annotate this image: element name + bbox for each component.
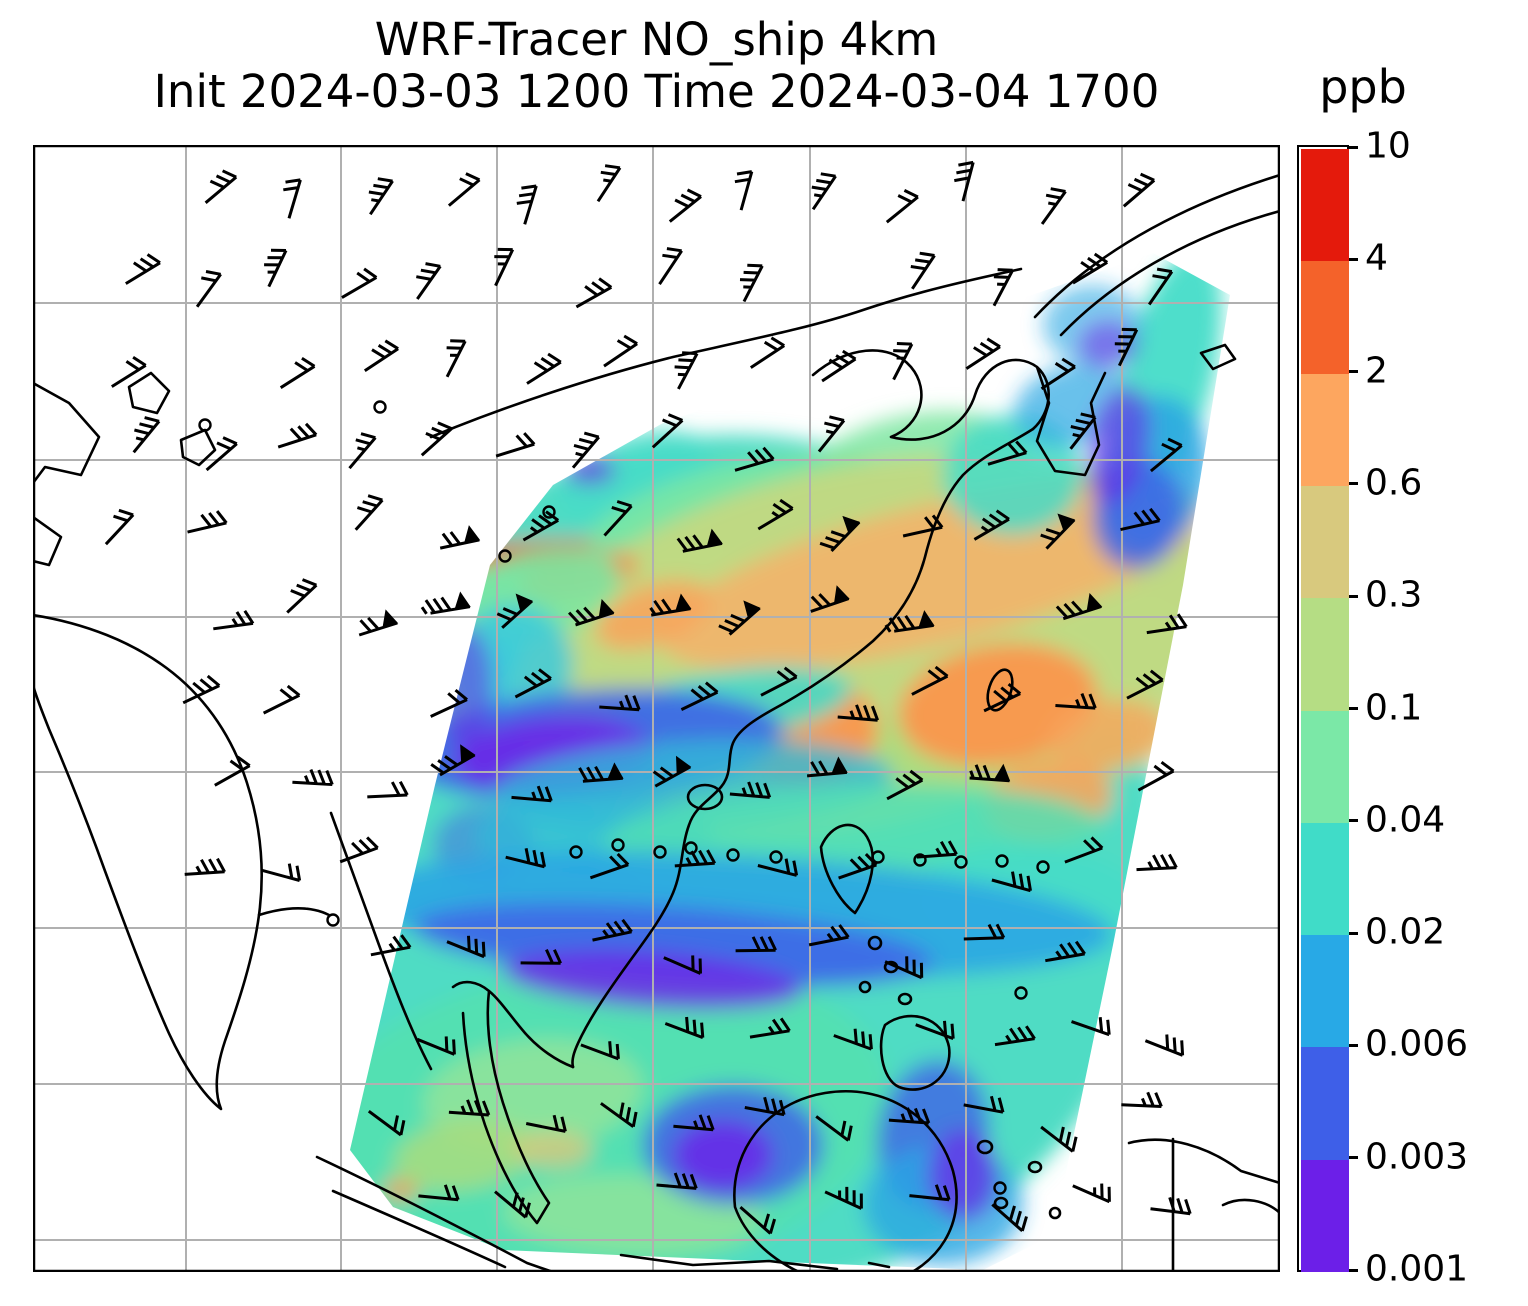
calm-wind-circle bbox=[913, 853, 927, 867]
colorbar-tick-label: 0.001 bbox=[1365, 1248, 1469, 1290]
calm-wind-circle bbox=[326, 913, 340, 927]
tracer-field bbox=[350, 253, 1222, 1270]
colorbar-segment bbox=[1301, 261, 1349, 375]
wind-barbs bbox=[104, 160, 1192, 1235]
colorbar-segment bbox=[1301, 935, 1349, 1048]
figure-title: WRF-Tracer NO_ship 4km Init 2024-03-03 1… bbox=[33, 14, 1280, 118]
colorbar-tick-label: 0.1 bbox=[1365, 687, 1423, 729]
colorbar-tick-mark bbox=[1349, 819, 1358, 823]
colorbar-segment bbox=[1301, 485, 1349, 599]
colorbar-tick-label: 0.3 bbox=[1365, 574, 1423, 616]
colorbar-tick-mark bbox=[1349, 145, 1358, 149]
calm-wind-circle bbox=[769, 850, 783, 864]
colorbar-tick-label: 2 bbox=[1365, 350, 1388, 392]
colorbar-segment bbox=[1301, 149, 1349, 262]
colorbar-tick-mark bbox=[1349, 1156, 1358, 1160]
colorbar-unit-label: ppb bbox=[1319, 60, 1407, 114]
colorbar: 10 4 2 0.6 0.3 0.1 0.04 0.02 0.006 0.003 0.001 bbox=[1297, 126, 1468, 1290]
colorbar-gradient bbox=[1297, 145, 1349, 1273]
calm-wind-circle bbox=[373, 400, 387, 414]
colorbar-segment bbox=[1301, 598, 1349, 711]
colorbar-tick-mark bbox=[1349, 1268, 1358, 1272]
colorbar-tick-mark bbox=[1349, 707, 1358, 710]
calm-wind-circle bbox=[611, 838, 625, 852]
colorbar-tick-label: 10 bbox=[1365, 125, 1411, 167]
title-line-2: Init 2024-03-03 1200 Time 2024-03-04 170… bbox=[153, 64, 1160, 118]
calm-wind-circle bbox=[653, 845, 667, 859]
colorbar-tick-mark bbox=[1349, 931, 1358, 935]
calm-wind-circle bbox=[684, 841, 698, 855]
colorbar-tick-mark bbox=[1349, 1043, 1358, 1047]
colorbar-tick-label: 0.02 bbox=[1365, 911, 1446, 953]
calm-wind-circle bbox=[871, 850, 885, 864]
calm-wind-circle bbox=[726, 848, 740, 862]
calm-wind-circle bbox=[542, 505, 556, 519]
colorbar-tick-mark bbox=[1349, 370, 1358, 374]
colorbar-segment bbox=[1301, 373, 1349, 487]
calm-wind-circle bbox=[498, 549, 512, 563]
calm-wind-circle bbox=[993, 1181, 1007, 1195]
colorbar-segment bbox=[1301, 710, 1349, 824]
axes-frame bbox=[33, 145, 1280, 1272]
colorbar-tick-label: 4 bbox=[1365, 237, 1388, 279]
colorbar-tick-label: 0.003 bbox=[1365, 1136, 1469, 1178]
title-line-1: WRF-Tracer NO_ship 4km bbox=[374, 13, 939, 66]
calm-wind-circle bbox=[995, 854, 1009, 868]
colorbar-segment bbox=[1301, 1159, 1349, 1273]
calm-wind-circle bbox=[1014, 986, 1028, 1000]
map-plot bbox=[33, 145, 1280, 1272]
calm-wind-circle bbox=[569, 845, 583, 859]
colorbar-tick-label: 0.04 bbox=[1365, 799, 1446, 841]
calm-wind-circle bbox=[954, 855, 968, 869]
colorbar-tick-mark bbox=[1349, 482, 1358, 486]
colorbar-tick-mark bbox=[1349, 257, 1358, 261]
calm-wind-circle bbox=[198, 418, 212, 432]
colorbar-tick-mark bbox=[1349, 594, 1358, 598]
colorbar-segment bbox=[1301, 822, 1349, 936]
colorbar-tick-label: 0.006 bbox=[1365, 1024, 1469, 1066]
colorbar-tick-label: 0.6 bbox=[1365, 462, 1423, 504]
colorbar-segment bbox=[1301, 1047, 1349, 1161]
calm-wind-circle bbox=[1036, 860, 1050, 874]
